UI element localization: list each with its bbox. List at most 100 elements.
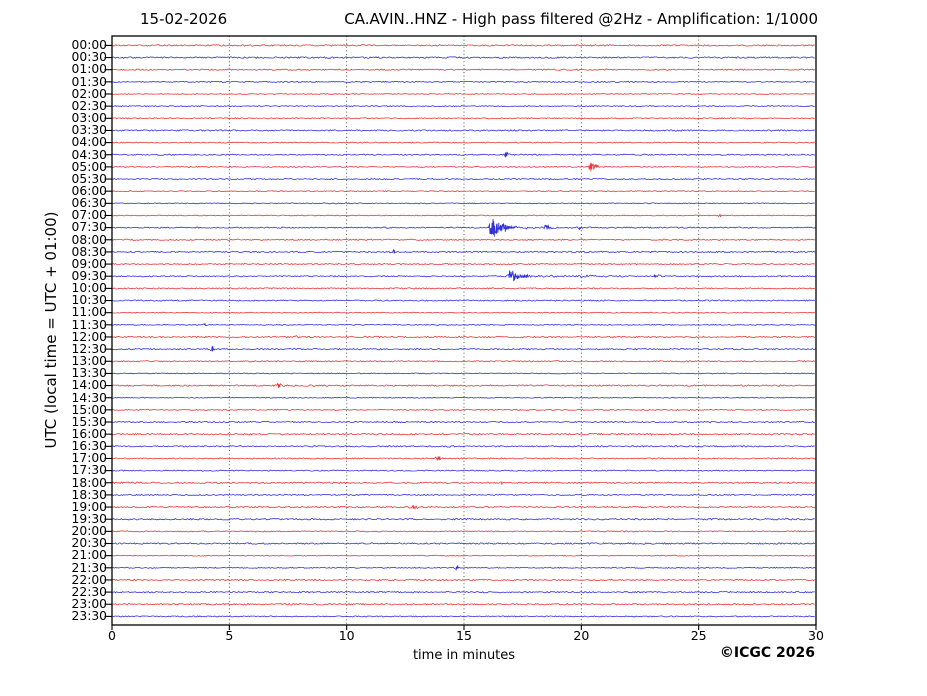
trace-row-21-00 [111, 554, 815, 557]
y-tick-label: 17:30 [71, 463, 107, 478]
trace-row-18-00 [111, 481, 816, 485]
trace-row-00-30 [111, 56, 815, 59]
y-tick-label: 05:30 [71, 171, 107, 186]
y-tick-label: 12:30 [71, 341, 107, 356]
y-tick-label: 17:00 [71, 451, 107, 466]
y-tick-label: 19:30 [71, 512, 107, 526]
trace-row-08-30 [112, 249, 816, 254]
y-tick-label: 00:00 [71, 38, 107, 53]
y-tick-label: 03:30 [71, 123, 107, 138]
y-tick-label: 04:00 [71, 135, 107, 150]
x-tick-label: 30 [808, 628, 824, 643]
x-tick-label: 20 [573, 628, 590, 643]
trace-row-13-30 [112, 372, 815, 375]
trace-row-20-30 [111, 542, 816, 545]
y-tick-label: 14:00 [71, 378, 107, 393]
trace-row-16-30 [111, 445, 815, 448]
trace-row-01-00 [111, 68, 816, 71]
trace-row-07-00 [111, 213, 816, 218]
trace-row-03-30 [111, 129, 815, 132]
y-tick-label: 18:30 [71, 487, 107, 502]
y-tick-label: 15:30 [71, 414, 107, 429]
y-tick-label: 02:30 [71, 98, 107, 113]
y-tick-label: 06:00 [71, 183, 107, 198]
y-tick-label: 11:00 [71, 305, 107, 320]
trace-row-09-30 [111, 270, 816, 282]
trace-row-04-30 [112, 151, 816, 158]
trace-row-01-30 [112, 80, 815, 83]
y-tick-label: 16:00 [71, 426, 107, 441]
y-tick-label: 10:00 [71, 281, 107, 296]
trace-row-22-30 [111, 590, 815, 594]
trace-row-17-00 [112, 456, 817, 461]
trace-row-21-30 [112, 565, 816, 571]
trace-row-19-00 [111, 504, 816, 510]
trace-row-23-30 [111, 615, 815, 618]
trace-row-02-00 [111, 93, 815, 95]
trace-row-02-30 [112, 105, 815, 108]
y-tick-label: 01:30 [71, 74, 107, 89]
trace-row-09-00 [111, 262, 815, 266]
trace-row-00-00 [111, 44, 815, 47]
y-tick-label: 06:30 [71, 196, 107, 211]
y-tick-label: 07:00 [71, 208, 107, 223]
y-tick-label: 07:30 [71, 220, 107, 235]
trace-row-05-30 [111, 177, 815, 181]
y-tick-label: 20:00 [71, 524, 107, 539]
y-tick-label: 08:30 [71, 244, 107, 259]
x-tick-label: 5 [225, 628, 234, 643]
trace-row-14-30 [112, 396, 815, 399]
y-tick-label: 12:00 [71, 329, 107, 344]
y-tick-label: 23:00 [71, 597, 107, 612]
trace-row-04-00 [111, 141, 815, 144]
y-tick-label: 14:30 [71, 390, 107, 405]
trace-row-19-30 [111, 517, 815, 521]
y-tick-label: 05:00 [71, 159, 107, 174]
y-tick-label: 00:30 [71, 50, 107, 65]
x-tick-label: 15 [456, 628, 472, 643]
y-tick-label: 09:00 [71, 256, 107, 271]
y-tick-label: 22:30 [71, 584, 107, 599]
y-tick-label: 13:30 [71, 366, 107, 381]
y-tick-label: 13:00 [71, 354, 107, 369]
trace-row-18-30 [111, 493, 815, 497]
y-tick-label: 02:00 [71, 86, 107, 101]
x-tick-label: 25 [690, 628, 707, 643]
trace-row-22-00 [111, 578, 816, 582]
trace-row-15-30 [111, 420, 815, 424]
trace-row-13-00 [111, 360, 816, 363]
y-tick-label: 09:30 [71, 269, 107, 284]
trace-row-06-30 [112, 202, 815, 205]
plot-title: CA.AVIN..HNZ - High pass filtered @2Hz -… [344, 10, 818, 28]
trace-row-07-30 [111, 218, 817, 237]
y-tick-label: 20:30 [71, 536, 107, 551]
y-tick-label: 21:30 [71, 560, 107, 575]
trace-row-06-00 [111, 190, 815, 193]
y-tick-label: 22:00 [71, 572, 107, 587]
trace-row-03-00 [111, 117, 815, 120]
trace-row-05-00 [111, 162, 816, 172]
trace-row-11-30 [111, 323, 816, 327]
trace-row-10-30 [111, 299, 815, 302]
x-tick-label: 10 [338, 628, 355, 643]
trace-row-20-00 [112, 530, 815, 533]
trace-row-16-00 [111, 432, 815, 436]
copyright-label: ©ICGC 2026 [719, 645, 815, 661]
y-tick-label: 04:30 [71, 147, 107, 162]
trace-row-12-00 [111, 334, 816, 339]
y-tick-label: 16:30 [71, 439, 107, 454]
y-tick-label: 23:30 [71, 609, 107, 624]
trace-row-11-00 [111, 311, 815, 314]
date-label: 15-02-2026 [140, 10, 228, 28]
y-tick-label: 15:00 [71, 402, 107, 417]
trace-row-17-30 [111, 469, 815, 472]
trace-row-15-00 [111, 408, 815, 411]
x-tick-label: 0 [108, 628, 116, 643]
trace-row-23-00 [111, 602, 815, 606]
y-tick-label: 03:00 [71, 111, 107, 126]
y-tick-label: 10:30 [71, 293, 107, 308]
y-tick-label: 08:00 [71, 232, 107, 247]
